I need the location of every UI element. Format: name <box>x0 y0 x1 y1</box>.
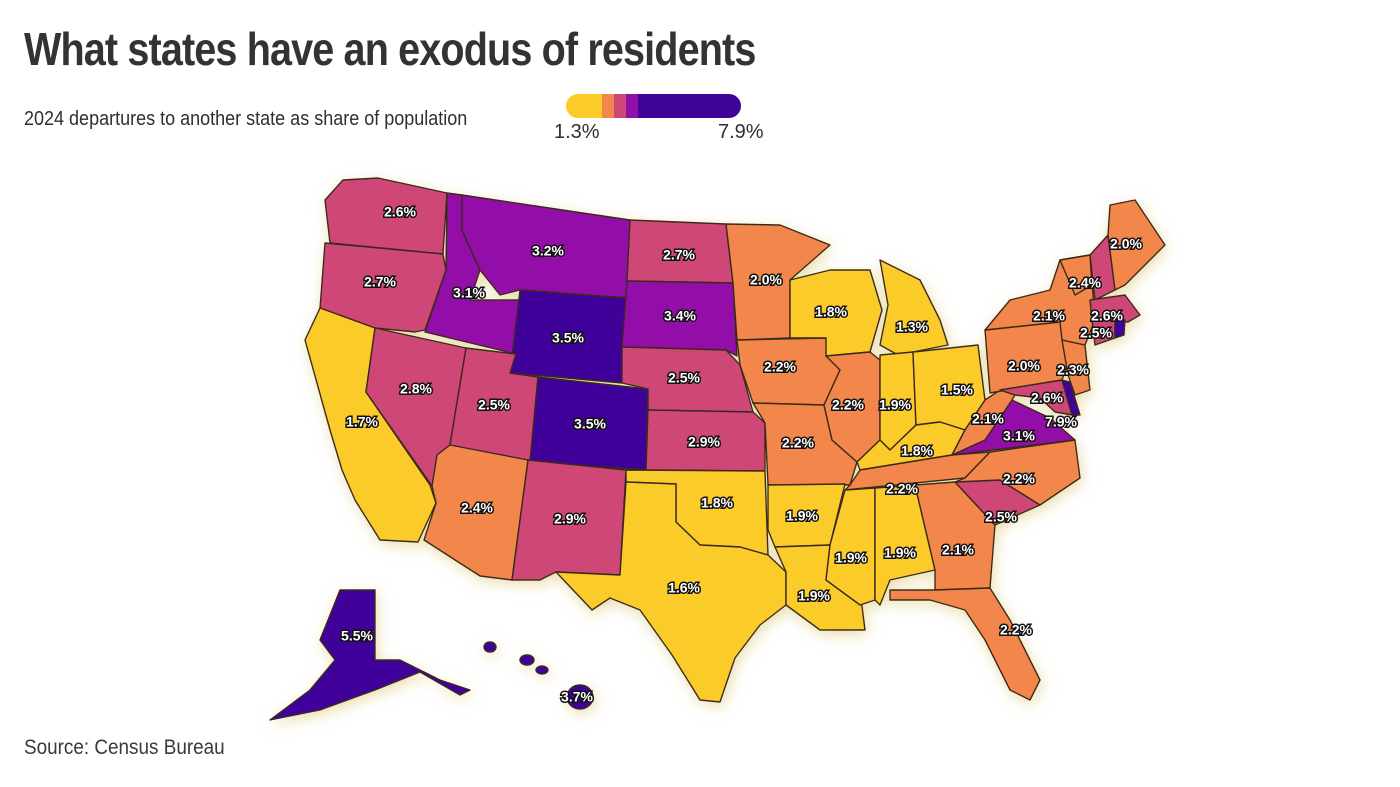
label-ct: 2.5% <box>1080 325 1112 341</box>
label-va: 3.1% <box>1003 428 1035 444</box>
label-az: 2.4% <box>461 500 493 516</box>
label-al: 1.9% <box>884 545 916 561</box>
state-ks[interactable] <box>645 409 766 472</box>
state-hi[interactable] <box>483 641 594 710</box>
state-value-labels: 2.6% 2.7% 1.7% 3.1% 2.8% 3.2% 3.5% 2.5% … <box>340 202 1144 706</box>
label-sd: 3.4% <box>664 308 696 324</box>
source-note: Source: Census Bureau <box>24 736 225 759</box>
label-tx: 1.6% <box>668 580 700 596</box>
label-ut: 2.5% <box>478 397 510 413</box>
label-nj: 2.3% <box>1057 362 1089 378</box>
label-pa: 2.0% <box>1008 358 1040 374</box>
label-wy: 3.5% <box>552 330 584 346</box>
state-vt[interactable] <box>1059 254 1093 296</box>
label-ar: 1.9% <box>786 508 818 524</box>
legend-swatch-1 <box>566 94 602 118</box>
label-nc: 2.2% <box>1003 471 1035 487</box>
label-me: 2.0% <box>1110 236 1142 252</box>
label-id: 3.1% <box>453 285 485 301</box>
label-ky: 1.8% <box>901 443 933 459</box>
label-nm: 2.9% <box>554 511 586 527</box>
label-wa: 2.6% <box>384 204 416 220</box>
label-mi: 1.3% <box>896 319 928 335</box>
label-de: 7.9% <box>1045 414 1077 430</box>
state-me[interactable] <box>1107 199 1166 291</box>
label-tn: 2.2% <box>886 481 918 497</box>
label-mn: 2.0% <box>750 272 782 288</box>
state-ri[interactable] <box>1114 319 1126 339</box>
label-co: 3.5% <box>574 416 606 432</box>
label-ny: 2.1% <box>1033 308 1065 324</box>
label-ia: 2.2% <box>764 359 796 375</box>
color-scale-legend <box>566 94 741 118</box>
label-md: 2.6% <box>1031 390 1063 406</box>
label-or: 2.7% <box>364 274 396 290</box>
label-vt: 2.4% <box>1069 275 1101 291</box>
state-de[interactable] <box>1061 379 1081 416</box>
chart-subtitle: 2024 departures to another state as shar… <box>24 108 468 130</box>
state-sd[interactable] <box>621 280 738 357</box>
label-fl: 2.2% <box>1000 622 1032 638</box>
label-ca: 1.7% <box>346 414 378 430</box>
label-mo: 2.2% <box>782 435 814 451</box>
label-ga: 2.1% <box>942 542 974 558</box>
label-hi: 3.7% <box>561 689 593 705</box>
label-ak: 5.5% <box>341 628 373 644</box>
legend-swatch-4 <box>626 94 638 118</box>
label-mt: 3.2% <box>532 243 564 259</box>
label-ma: 2.6% <box>1091 308 1123 324</box>
state-fl[interactable] <box>889 587 1041 701</box>
label-il: 2.2% <box>832 397 864 413</box>
state-ma[interactable] <box>1089 294 1141 323</box>
chart-title: What states have an exodus of residents <box>24 23 756 75</box>
legend-swatch-3 <box>614 94 626 118</box>
legend-min-label: 1.3% <box>554 121 600 143</box>
label-la: 1.9% <box>798 588 830 604</box>
label-sc: 2.5% <box>985 509 1017 525</box>
label-in: 1.9% <box>879 397 911 413</box>
label-wi: 1.8% <box>815 304 847 320</box>
label-nv: 2.8% <box>400 381 432 397</box>
legend-swatch-2 <box>602 94 614 118</box>
state-mi[interactable] <box>879 259 949 356</box>
label-ne: 2.5% <box>668 370 700 386</box>
label-ok: 1.8% <box>701 495 733 511</box>
legend-max-label: 7.9% <box>718 121 764 143</box>
label-nd: 2.7% <box>663 247 695 263</box>
state-wv[interactable] <box>951 389 1016 456</box>
label-wv: 2.1% <box>972 411 1004 427</box>
state-ak[interactable] <box>269 589 471 721</box>
label-oh: 1.5% <box>941 382 973 398</box>
legend-swatch-5 <box>638 94 741 118</box>
state-nc[interactable] <box>954 439 1081 506</box>
state-tx[interactable] <box>555 481 787 703</box>
label-ks: 2.9% <box>688 434 720 450</box>
label-ms: 1.9% <box>835 550 867 566</box>
